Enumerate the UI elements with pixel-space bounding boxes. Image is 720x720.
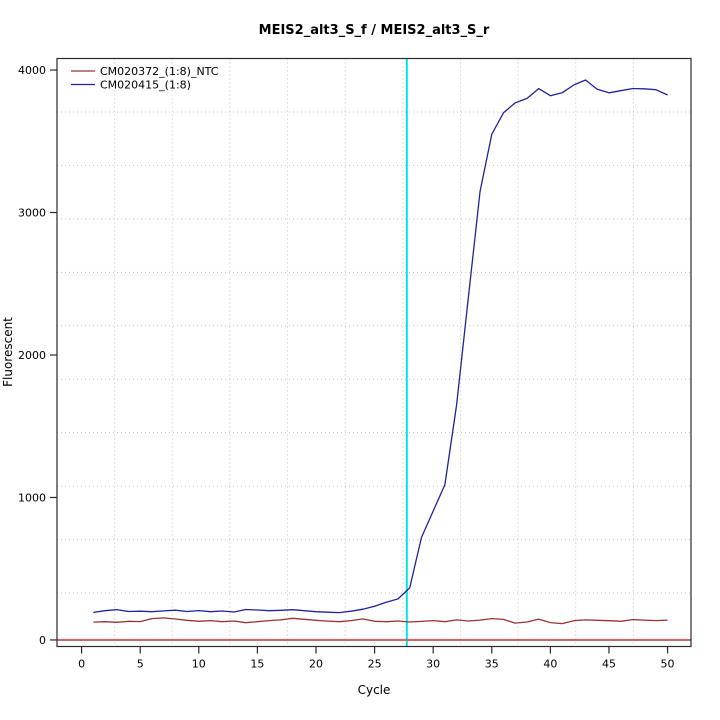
x-tick-label: 15	[250, 658, 264, 671]
x-tick-label: 10	[192, 658, 206, 671]
y-tick-label: 2000	[18, 349, 46, 362]
series-layer	[93, 79, 668, 625]
x-tick-label: 45	[602, 658, 616, 671]
x-tick-label: 5	[137, 658, 144, 671]
legend-label: CM020415_(1:8)	[100, 79, 191, 92]
x-tick-label: 25	[368, 658, 382, 671]
y-tick-label: 1000	[18, 491, 46, 504]
plot-border-box	[56, 57, 692, 648]
x-axis-title: Cycle	[358, 683, 391, 697]
series-line-0	[93, 617, 668, 625]
series-line-1	[93, 79, 668, 614]
x-tick-label: 35	[485, 658, 499, 671]
y-tick-label: 4000	[18, 64, 46, 77]
x-tick-label: 50	[661, 658, 675, 671]
y-tick-label: 3000	[18, 207, 46, 220]
x-tick-label: 40	[543, 658, 557, 671]
grid-layer	[57, 58, 691, 647]
axis-layer: 0 5 10 15 20 25 30 35 40 45 50 0 1000 2000 3000 4000	[18, 64, 675, 670]
y-tick-label: 0	[39, 634, 46, 647]
x-tick-label: 0	[78, 658, 85, 671]
y-axis-title: Fluorescent	[1, 317, 15, 387]
x-tick-label: 20	[309, 658, 323, 671]
legend-label: CM020372_(1:8)_NTC	[100, 65, 219, 78]
x-tick-label: 30	[426, 658, 440, 671]
chart-title: MEIS2_alt3_S_f / MEIS2_alt3_S_r	[259, 23, 490, 38]
